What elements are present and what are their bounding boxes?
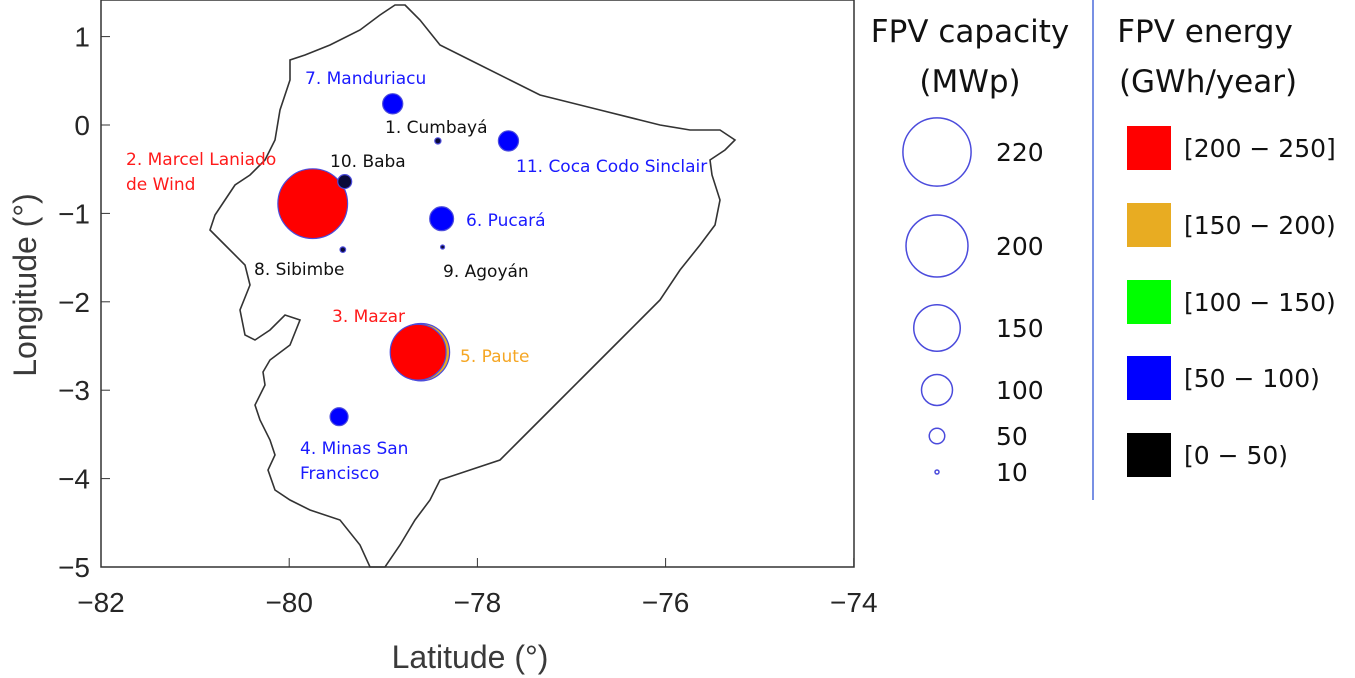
bubble-point bbox=[389, 323, 447, 381]
capacity-legend-value: 220 bbox=[996, 138, 1044, 167]
bubble-point bbox=[329, 407, 349, 427]
y-axis-label: Longitude (°) bbox=[7, 193, 43, 377]
point-label: 2. Marcel Laniado de Wind bbox=[126, 150, 276, 195]
capacity-legend-circle bbox=[913, 304, 961, 352]
y-tick-label: 1 bbox=[74, 22, 90, 53]
bubble-point bbox=[439, 244, 446, 250]
energy-legend-title-1: FPV energy bbox=[1117, 14, 1293, 50]
point-label: 7. Manduriacu bbox=[305, 69, 426, 89]
y-tick-label: −4 bbox=[58, 464, 90, 495]
point-label: 6. Pucará bbox=[466, 211, 546, 231]
x-tick-label: −80 bbox=[265, 587, 313, 618]
x-tick-label: −74 bbox=[830, 587, 878, 618]
energy-legend-swatch bbox=[1127, 433, 1171, 477]
y-tick-label: −2 bbox=[58, 287, 90, 318]
x-tick-label: −76 bbox=[642, 587, 690, 618]
capacity-legend-value: 10 bbox=[996, 458, 1028, 487]
point-label: 3. Mazar bbox=[332, 307, 405, 327]
bubble-point bbox=[382, 93, 404, 115]
capacity-legend-circle bbox=[928, 427, 946, 445]
energy-legend-swatch bbox=[1127, 280, 1171, 324]
point-label: 8. Sibimbe bbox=[254, 260, 344, 280]
x-axis-label: Latitude (°) bbox=[392, 639, 549, 675]
energy-legend-title-2: (GWh/year) bbox=[1119, 64, 1297, 100]
bubble-point bbox=[337, 174, 353, 190]
y-tick-label: −1 bbox=[58, 198, 90, 229]
bubble-point bbox=[434, 137, 442, 145]
energy-legend-label: [150 − 200) bbox=[1184, 211, 1336, 240]
bubble-point bbox=[339, 246, 347, 254]
energy-legend-label: [50 − 100) bbox=[1184, 364, 1320, 393]
energy-legend-label: [200 − 250] bbox=[1184, 134, 1336, 163]
bubble-point bbox=[277, 168, 349, 240]
capacity-legend-value: 150 bbox=[996, 314, 1044, 343]
energy-legend-swatch bbox=[1127, 126, 1171, 170]
point-label: 5. Paute bbox=[460, 347, 529, 367]
capacity-legend-value: 100 bbox=[996, 376, 1044, 405]
ecuador-outline bbox=[209, 4, 737, 568]
point-label: 11. Coca Codo Sinclair bbox=[516, 157, 707, 177]
capacity-legend-title-2: (MWp) bbox=[919, 64, 1020, 100]
capacity-legend-title-1: FPV capacity bbox=[871, 14, 1069, 50]
bubble-point bbox=[429, 206, 455, 232]
capacity-legend-circle bbox=[905, 214, 969, 278]
point-label: 1. Cumbayá bbox=[385, 118, 488, 138]
energy-legend-label: [0 − 50) bbox=[1184, 441, 1288, 470]
capacity-legend-circle bbox=[920, 373, 954, 407]
y-tick-label: −5 bbox=[58, 552, 90, 583]
plot-frame bbox=[100, 0, 855, 568]
x-tick-label: −82 bbox=[77, 587, 125, 618]
energy-legend-swatch bbox=[1127, 356, 1171, 400]
capacity-legend-circle bbox=[902, 117, 972, 187]
point-label: 4. Minas San Francisco bbox=[300, 439, 408, 484]
y-tick-label: 0 bbox=[74, 110, 90, 141]
energy-legend-label: [100 − 150) bbox=[1184, 288, 1336, 317]
x-tick-label: −78 bbox=[454, 587, 502, 618]
point-label: 10. Baba bbox=[330, 152, 406, 172]
y-tick-label: −3 bbox=[58, 375, 90, 406]
capacity-legend-value: 50 bbox=[996, 422, 1028, 451]
bubble-point bbox=[497, 130, 520, 152]
capacity-legend-circle bbox=[934, 469, 940, 475]
point-label: 9. Agoyán bbox=[443, 262, 529, 282]
capacity-legend-value: 200 bbox=[996, 232, 1044, 261]
energy-legend-swatch bbox=[1127, 203, 1171, 247]
